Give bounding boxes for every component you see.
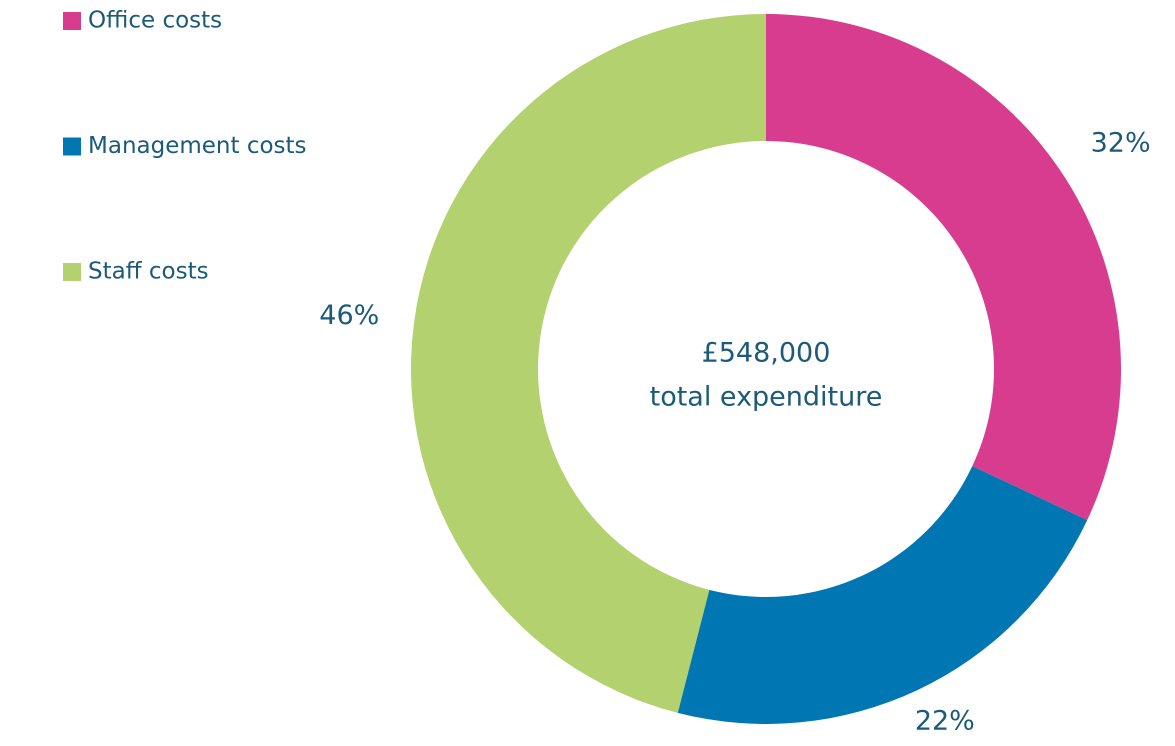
value-label: 22%: [915, 706, 975, 737]
donut-segment: [677, 466, 1088, 725]
legend-label: Office costs: [88, 8, 222, 34]
donut-segment: [766, 14, 1121, 521]
legend-swatch: [63, 263, 81, 281]
legend-label: Management costs: [88, 133, 307, 159]
donut-segment: [411, 14, 766, 713]
legend-swatch: [63, 12, 81, 30]
legend-swatch: [63, 137, 81, 156]
value-label: 46%: [319, 300, 379, 331]
center-label: total expenditure: [650, 382, 883, 413]
value-label: 32%: [1091, 127, 1151, 158]
center-label: £548,000: [702, 338, 831, 369]
legend-label: Staff costs: [88, 259, 209, 285]
